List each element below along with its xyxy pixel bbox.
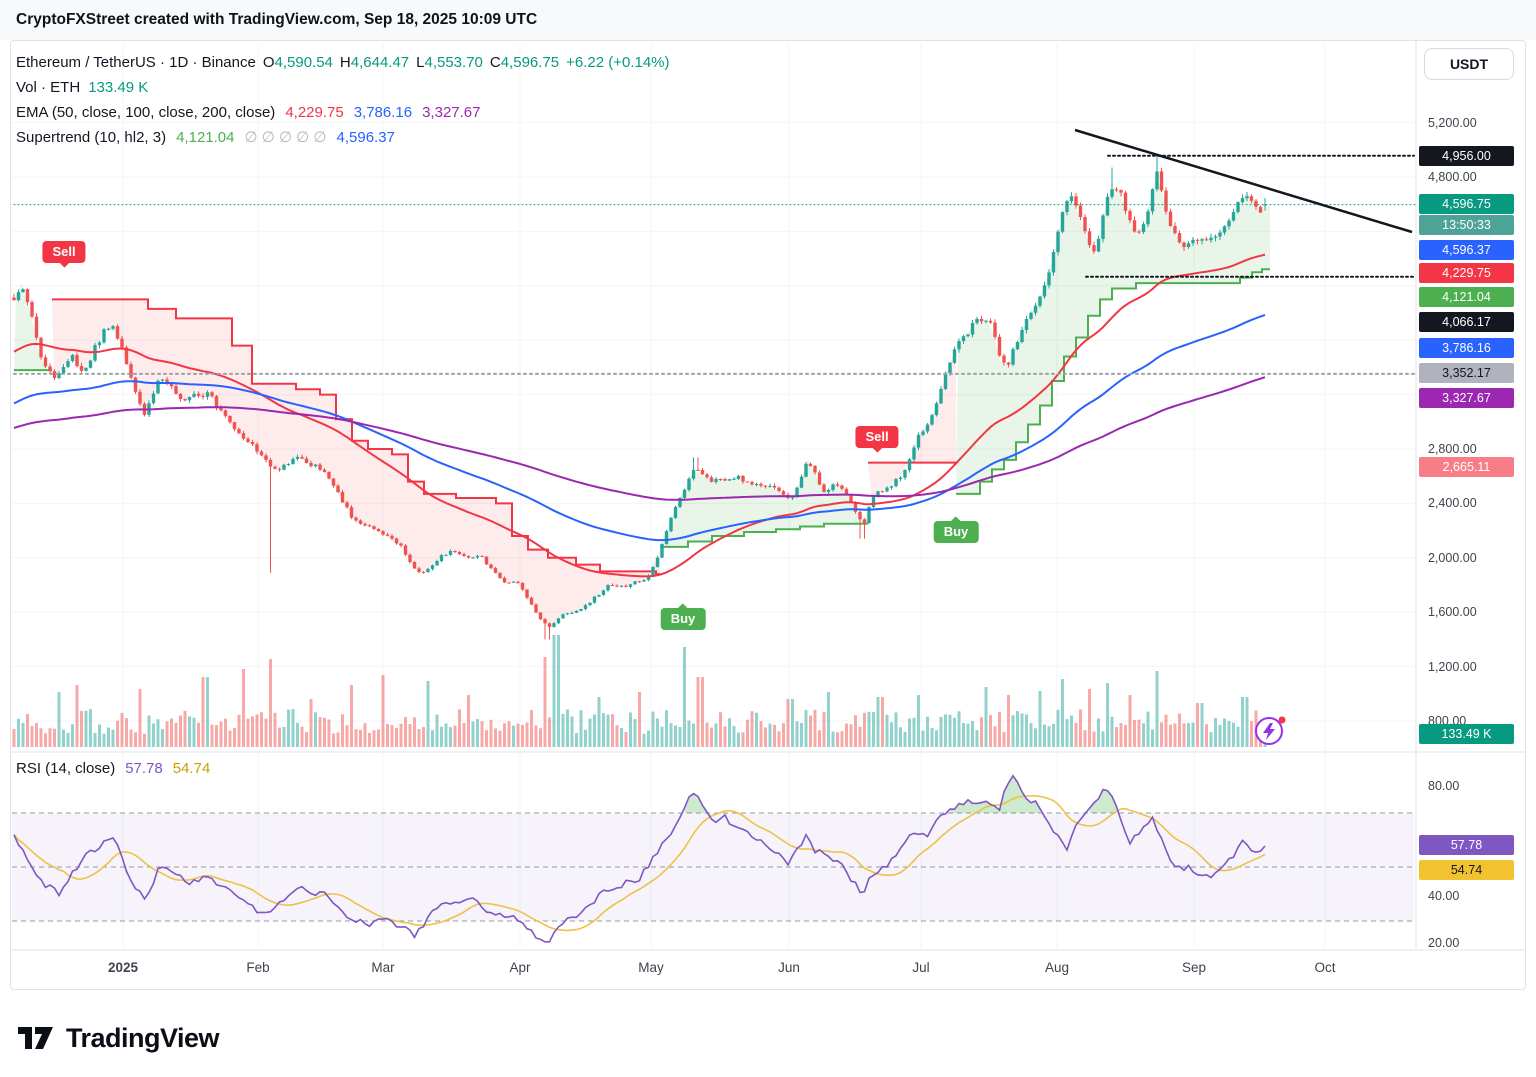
open-label: O: [262, 54, 275, 71]
chart-legend: Ethereum / TetherUS · 1D · Binance O4,590…: [16, 50, 670, 150]
ema100-value: 3,786.16: [353, 104, 413, 121]
footer: TradingView: [16, 1012, 220, 1064]
tradingview-brand[interactable]: TradingView: [66, 1022, 220, 1053]
close-value: 4,596.75: [500, 54, 560, 71]
close-label: C: [489, 54, 501, 71]
high-value: 4,644.47: [350, 54, 410, 71]
supertrend-label: Supertrend (10, hl2, 3): [16, 129, 167, 146]
notification-dot: [1278, 716, 1286, 724]
ema50-value: 4,229.75: [285, 104, 344, 121]
rsi-label: RSI (14, close): [16, 760, 116, 777]
supertrend-value: 4,121.04: [176, 129, 235, 146]
volume-value: 133.49 K: [88, 79, 149, 96]
attribution-text: CryptoFXStreet created with TradingView.…: [16, 11, 538, 28]
high-label: H: [339, 54, 351, 71]
volume-legend-row[interactable]: Vol · ETH 133.49 K: [16, 75, 670, 100]
open-value: 4,590.54: [274, 54, 333, 71]
ema-legend-row[interactable]: EMA (50, close, 100, close, 200, close) 4…: [16, 100, 670, 125]
low-label: L: [416, 54, 425, 71]
supertrend-value2: 4,596.37: [336, 129, 395, 146]
supertrend-empty-values: ∅ ∅ ∅ ∅ ∅: [244, 129, 327, 146]
chart-panel: [10, 40, 1526, 990]
ema-label: EMA (50, close, 100, close, 200, close): [16, 104, 276, 121]
symbol-legend-row[interactable]: Ethereum / TetherUS · 1D · Binance O4,590…: [16, 50, 670, 75]
lightning-bolt-icon: [1263, 723, 1275, 740]
rsi-value: 57.78: [125, 760, 163, 777]
low-value: 4,553.70: [424, 54, 483, 71]
symbol-title: Ethereum / TetherUS · 1D · Binance: [16, 54, 256, 71]
attribution-bar: CryptoFXStreet created with TradingView.…: [0, 0, 1536, 40]
flash-ideas-icon[interactable]: [1252, 712, 1288, 748]
currency-button[interactable]: USDT: [1424, 48, 1514, 80]
tradingview-logo[interactable]: [16, 1021, 56, 1055]
rsi-legend-row[interactable]: RSI (14, close) 57.78 54.74: [16, 760, 210, 777]
volume-label: Vol · ETH: [16, 79, 81, 96]
ema200-value: 3,327.67: [422, 104, 481, 121]
rsi-ma-value: 54.74: [172, 760, 211, 777]
change-value: +6.22 (+0.14%): [566, 54, 670, 71]
supertrend-legend-row[interactable]: Supertrend (10, hl2, 3) 4,121.04 ∅ ∅ ∅ ∅ ∅…: [16, 125, 670, 150]
